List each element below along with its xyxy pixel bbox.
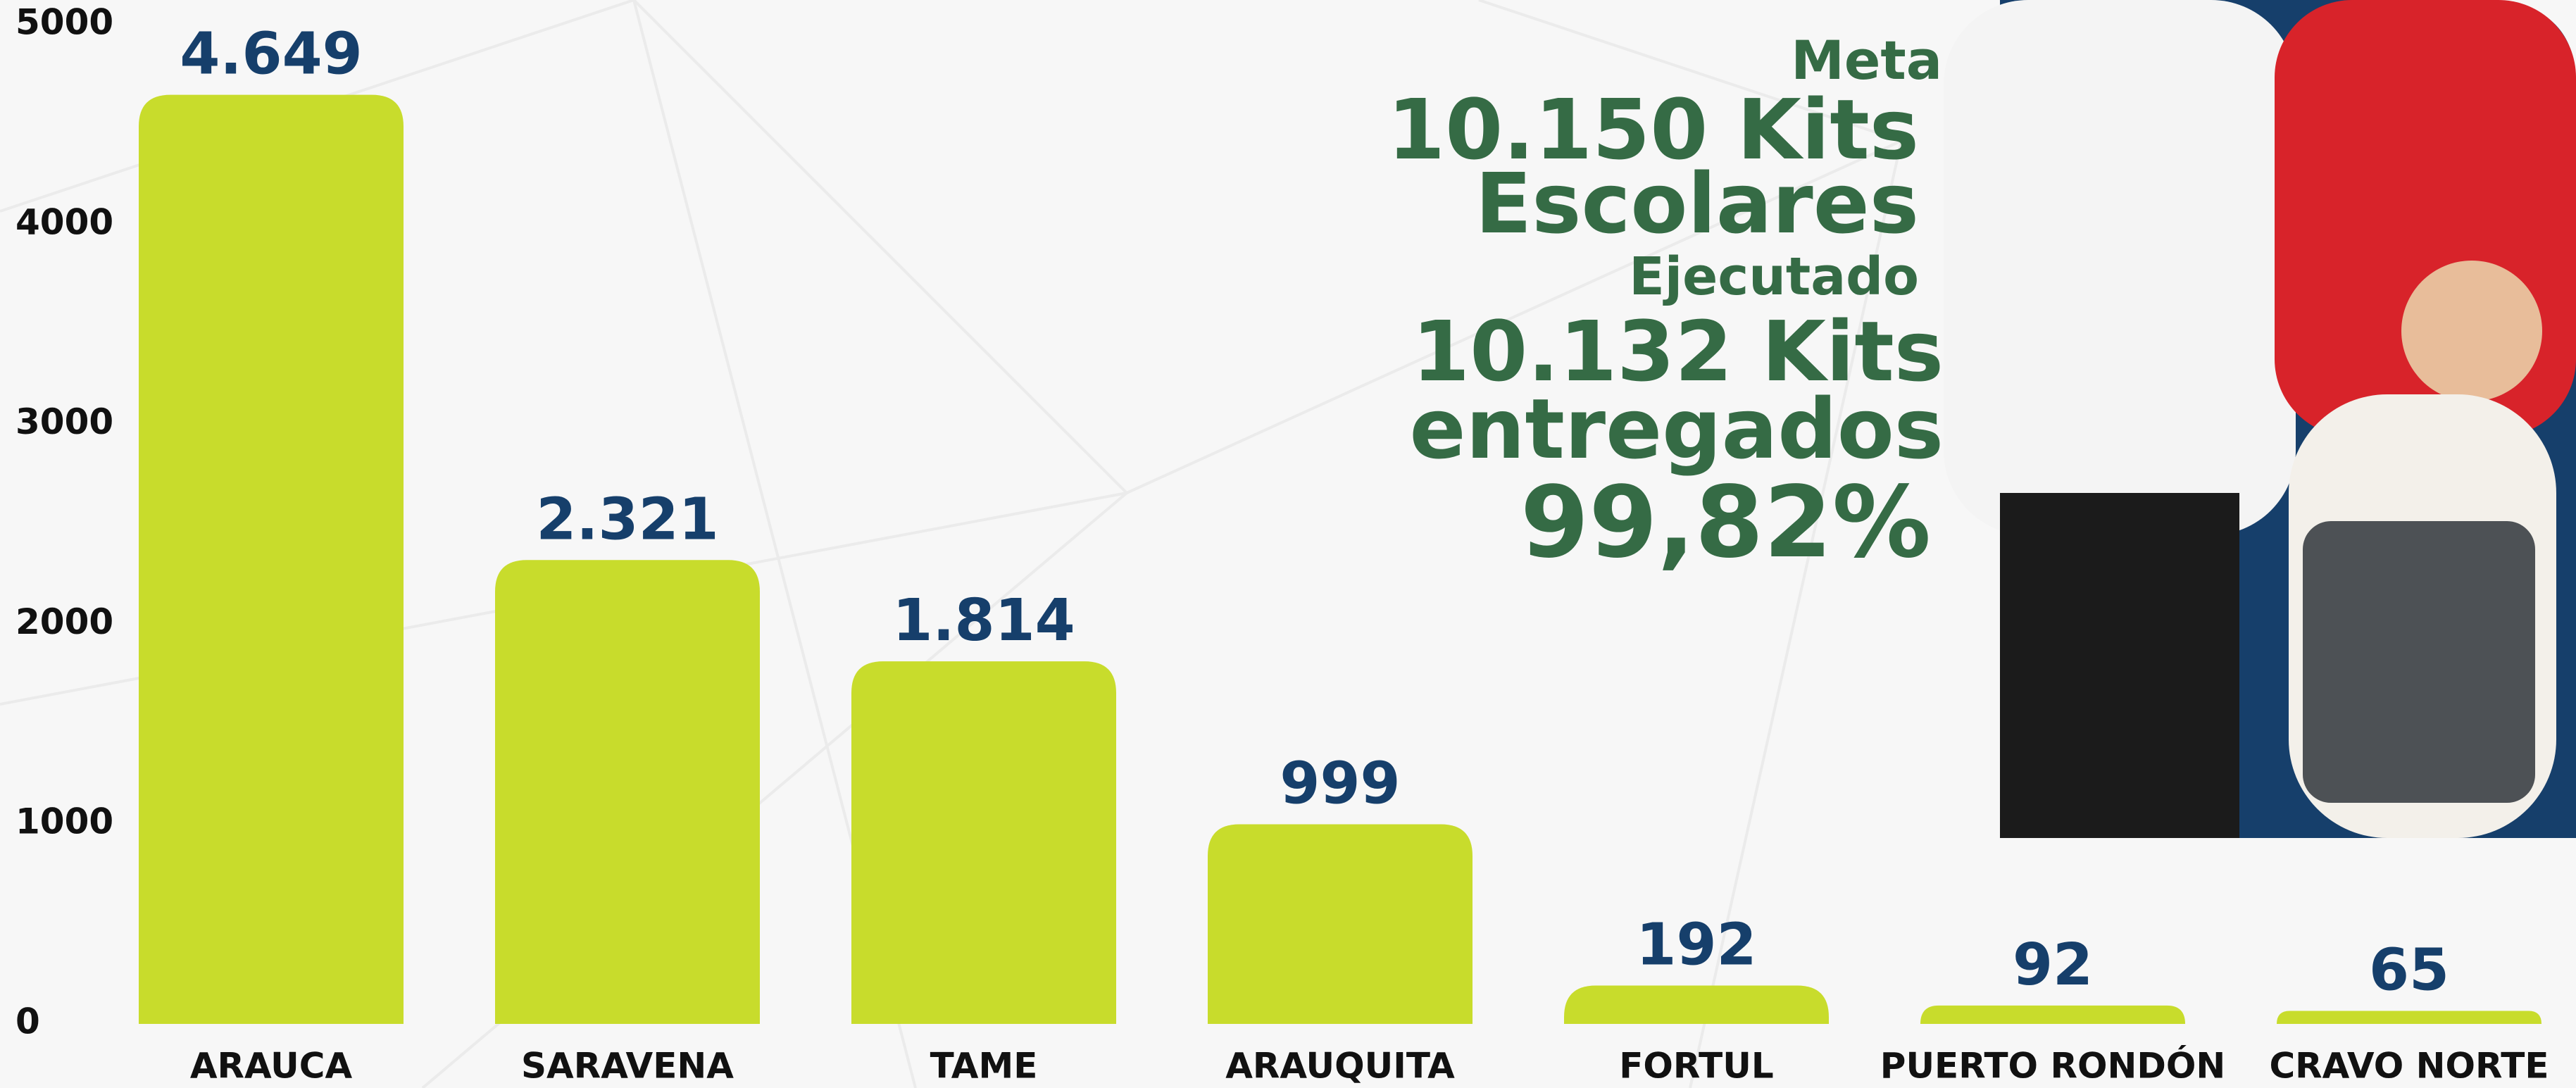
annotation: Meta: [1791, 29, 1942, 92]
y-tick-label: 4000: [15, 201, 113, 242]
x-tick-label: SARAVENA: [521, 1046, 734, 1087]
y-tick-label: 0: [15, 1001, 40, 1042]
bar: [1208, 824, 1473, 1024]
annotation: Ejecutado: [1629, 246, 1919, 307]
y-tick-label: 1000: [15, 801, 113, 842]
bar: [495, 560, 760, 1024]
annotation: 10.150 Kits: [1387, 81, 1919, 178]
value-label: 999: [1280, 750, 1400, 817]
value-label: 92: [2013, 932, 2093, 999]
x-tick-label: FORTUL: [1619, 1046, 1773, 1087]
annotation: entregados: [1409, 380, 1944, 477]
x-tick-label: PUERTO RONDÓN: [1880, 1045, 2225, 1087]
value-label: 1.814: [892, 587, 1075, 654]
value-label: 65: [2369, 937, 2449, 1004]
value-label: 4.649: [180, 21, 362, 88]
bar: [1564, 985, 1829, 1024]
value-label: 192: [1636, 912, 1756, 979]
y-tick-label: 5000: [15, 2, 113, 43]
bar: [1920, 1005, 2185, 1024]
x-tick-label: ARAUQUITA: [1225, 1046, 1455, 1087]
x-tick-label: ARAUCA: [190, 1046, 353, 1087]
background-pattern: [0, 0, 1903, 1088]
bar: [851, 661, 1116, 1024]
bar: [139, 94, 404, 1025]
annotation: 10.132 Kits: [1412, 303, 1944, 400]
annotation: Escolares: [1475, 155, 1919, 252]
annotation: 99,82%: [1520, 465, 1931, 580]
y-tick-label: 2000: [15, 601, 113, 642]
photo: [1944, 0, 2576, 838]
value-label: 2.321: [536, 486, 718, 553]
x-tick-label: CRAVO NORTE: [2269, 1046, 2549, 1087]
y-tick-label: 3000: [15, 401, 113, 442]
bar: [2277, 1011, 2541, 1024]
x-tick-label: TAME: [930, 1046, 1038, 1087]
